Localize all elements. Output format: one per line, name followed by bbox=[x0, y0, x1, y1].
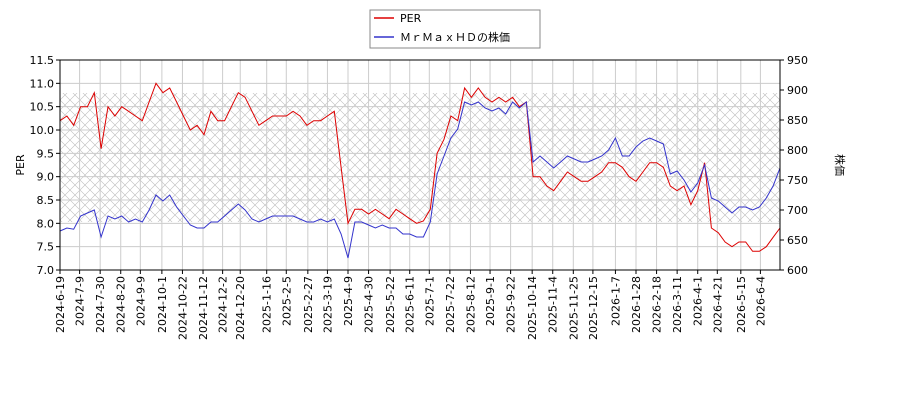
y2-tick-label: 800 bbox=[787, 144, 808, 157]
x-tick-label: 2025-10-14 bbox=[526, 276, 539, 340]
x-tick-label: 2024-8-20 bbox=[115, 276, 128, 333]
x-tick-label: 2025-7-1 bbox=[423, 276, 436, 326]
y2-tick-label: 950 bbox=[787, 54, 808, 67]
x-tick-label: 2025-5-22 bbox=[384, 276, 397, 333]
x-tick-label: 2026-4-1 bbox=[692, 276, 705, 326]
x-tick-label: 2026-5-15 bbox=[735, 276, 748, 333]
y2-tick-label: 750 bbox=[787, 174, 808, 187]
series-line bbox=[59, 100, 781, 259]
y2-axis-label: 株価 bbox=[833, 154, 847, 176]
y-tick-label: 11.0 bbox=[30, 77, 55, 90]
legend-box bbox=[369, 9, 541, 49]
x-tick-label: 2026-2-18 bbox=[651, 276, 664, 333]
x-tick-label: 2026-1-7 bbox=[609, 276, 622, 326]
x-tick-label: 2025-11-25 bbox=[567, 276, 580, 340]
y-tick-label: 9.5 bbox=[37, 147, 55, 160]
y-tick-label: 8.0 bbox=[37, 217, 55, 230]
x-tick-label: 2024-12-2 bbox=[217, 276, 230, 333]
y2-tick-label: 700 bbox=[787, 204, 808, 217]
x-tick-label: 2024-12-20 bbox=[234, 276, 247, 340]
series-line bbox=[59, 82, 781, 252]
y-tick-label: 7.5 bbox=[37, 241, 55, 254]
legend-label: PER bbox=[400, 12, 422, 25]
y2-tick-label: 600 bbox=[787, 264, 808, 277]
y-axis-label: PER bbox=[14, 154, 27, 176]
x-tick-label: 2026-3-11 bbox=[671, 276, 684, 333]
x-tick-label: 2025-8-12 bbox=[464, 276, 477, 333]
x-tick-label: 2025-11-4 bbox=[547, 276, 560, 333]
y-tick-label: 7.0 bbox=[37, 264, 55, 277]
legend-label: ＭｒＭａｘＨＤの株価 bbox=[400, 30, 510, 44]
x-tick-label: 2024-7-9 bbox=[74, 276, 87, 326]
y2-tick-label: 850 bbox=[787, 114, 808, 127]
y-tick-label: 9.0 bbox=[37, 171, 55, 184]
hatch-band bbox=[60, 93, 780, 222]
y2-tick-label: 650 bbox=[787, 234, 808, 247]
x-tick-label: 2026-1-28 bbox=[630, 276, 643, 333]
x-tick-label: 2025-1-16 bbox=[261, 276, 274, 333]
x-tick-label: 2025-2-27 bbox=[302, 276, 315, 333]
x-tick-label: 2025-6-11 bbox=[404, 276, 417, 333]
x-tick-label: 2024-7-30 bbox=[94, 276, 107, 333]
x-tick-label: 2025-3-19 bbox=[321, 276, 334, 333]
x-tick-label: 2024-9-9 bbox=[134, 276, 147, 326]
x-tick-label: 2025-12-15 bbox=[587, 276, 600, 340]
x-tick-label: 2025-7-22 bbox=[444, 276, 457, 333]
x-tick-label: 2025-9-1 bbox=[484, 276, 497, 326]
x-tick-label: 2024-11-12 bbox=[197, 276, 210, 340]
x-tick-label: 2024-6-19 bbox=[54, 276, 67, 333]
x-tick-label: 2026-6-4 bbox=[754, 276, 767, 326]
y-tick-label: 8.5 bbox=[37, 194, 55, 207]
y-tick-label: 10.5 bbox=[30, 101, 55, 114]
x-tick-label: 2026-4-21 bbox=[711, 276, 724, 333]
x-tick-label: 2024-10-22 bbox=[176, 276, 189, 340]
y-tick-label: 11.5 bbox=[30, 54, 55, 67]
x-tick-label: 2024-10-1 bbox=[156, 276, 169, 333]
y2-tick-label: 900 bbox=[787, 84, 808, 97]
x-tick-label: 2025-9-22 bbox=[505, 276, 518, 333]
y-tick-label: 10.0 bbox=[30, 124, 55, 137]
x-tick-label: 2025-4-30 bbox=[363, 276, 376, 333]
x-tick-label: 2025-2-5 bbox=[280, 276, 293, 326]
x-tick-label: 2025-4-9 bbox=[342, 276, 355, 326]
plot-frame bbox=[59, 59, 781, 271]
